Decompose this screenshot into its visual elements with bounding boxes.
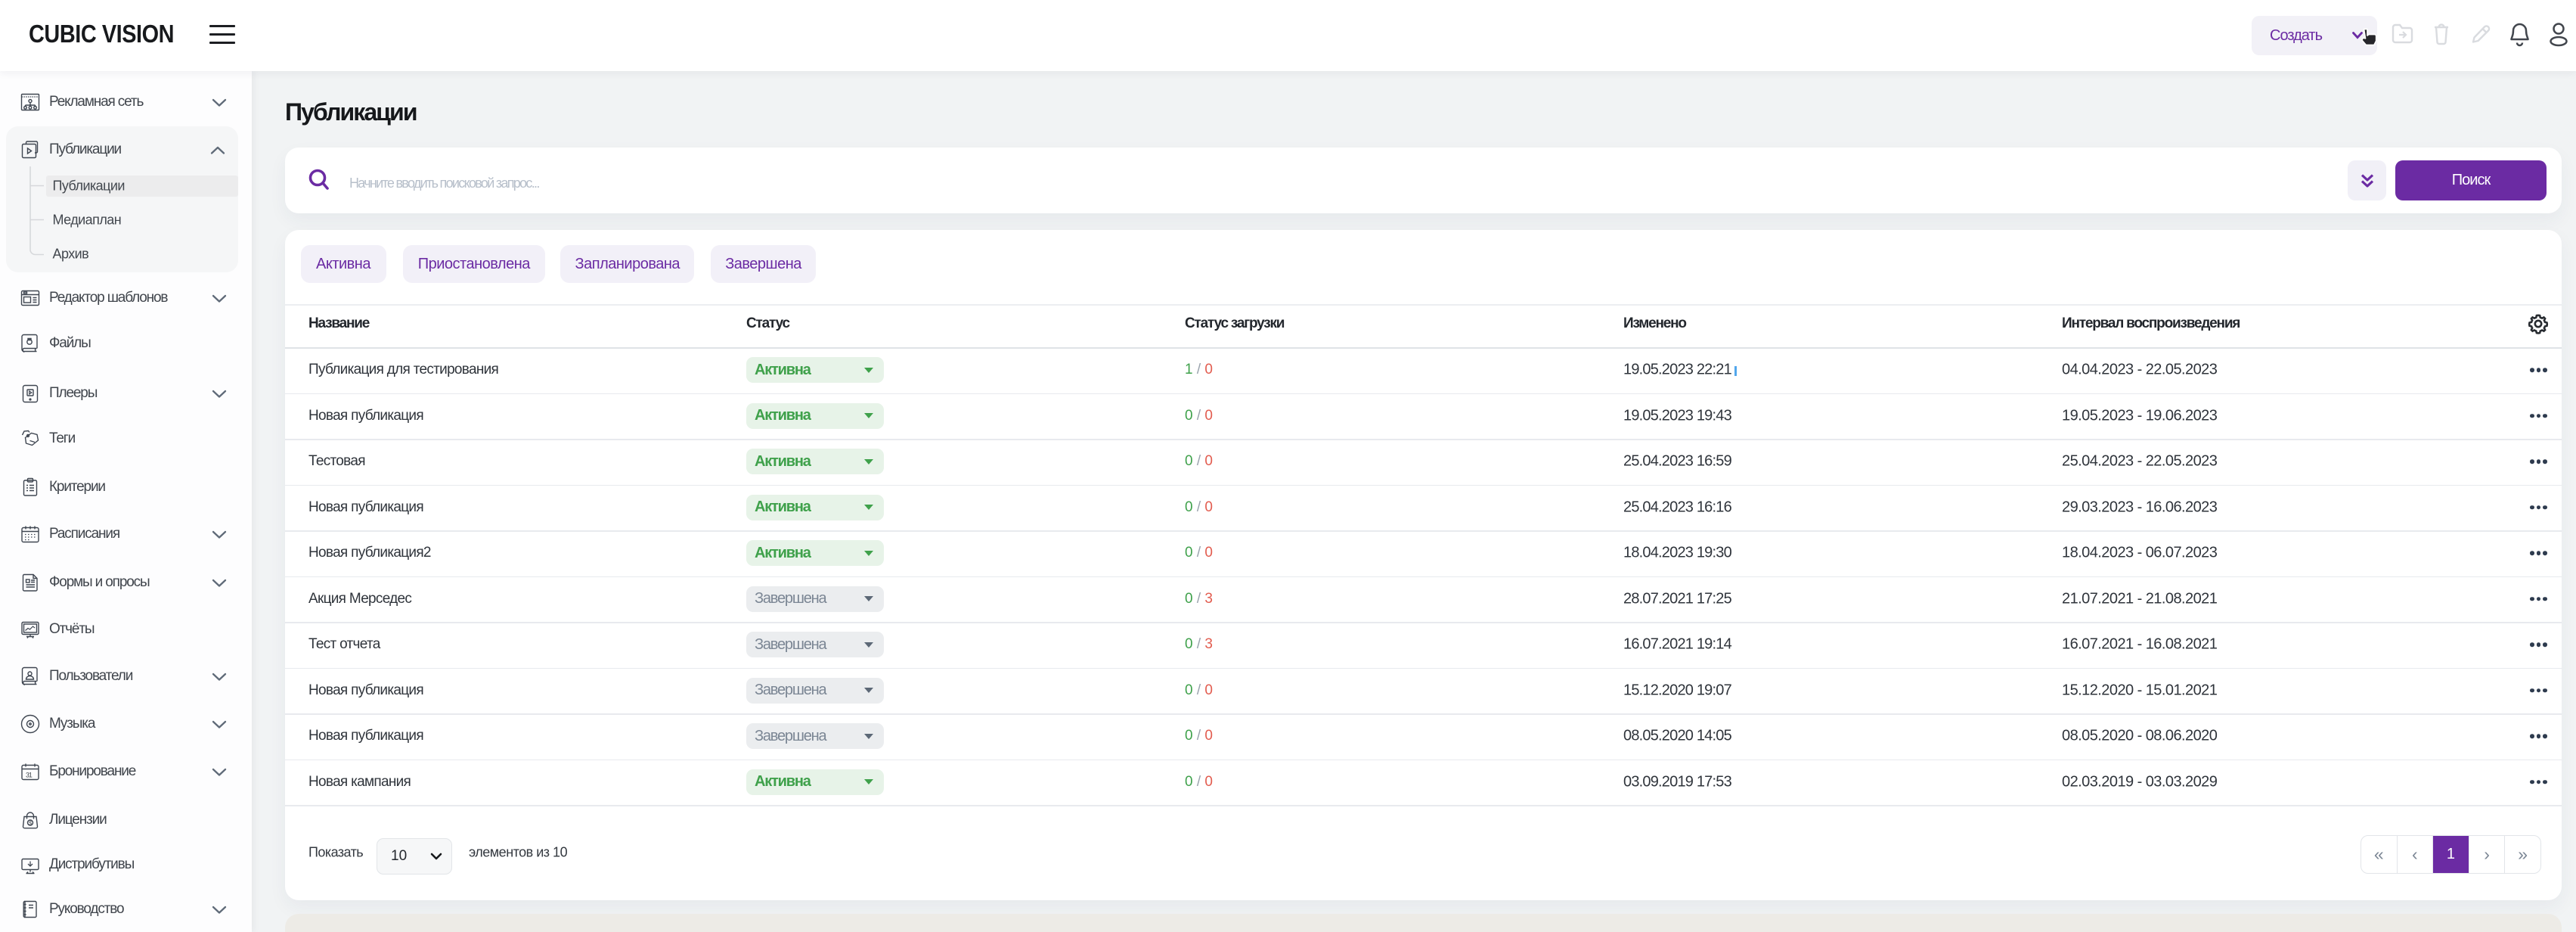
svg-text:$: $ xyxy=(29,820,33,827)
svg-text:31: 31 xyxy=(26,772,33,779)
